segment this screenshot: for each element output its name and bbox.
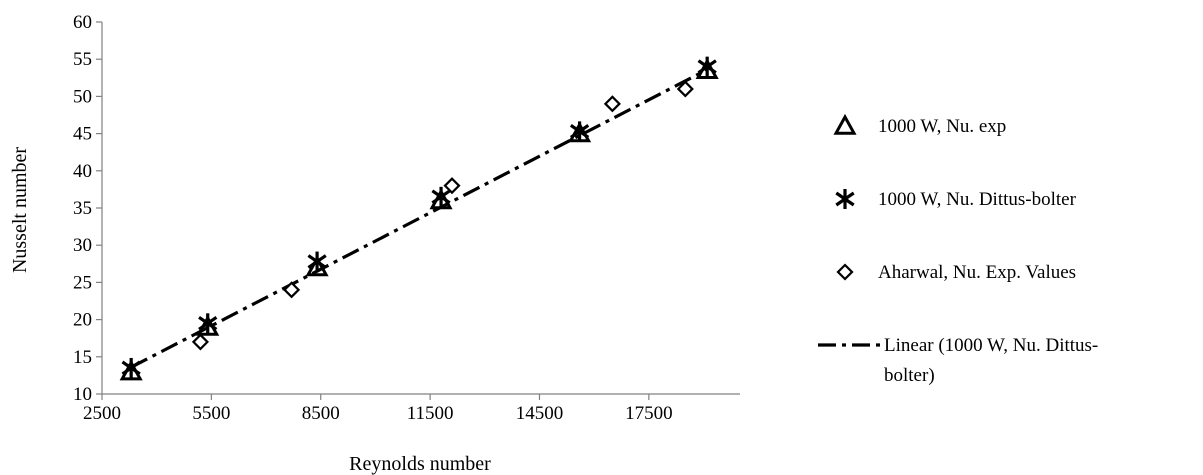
y-ticks: 10 15 20 25 30 35 40 45 50 55 60 <box>73 12 102 405</box>
diamond-point <box>603 95 621 113</box>
x-tick-label: 14500 <box>516 403 564 424</box>
y-tick-label: 60 <box>73 12 92 33</box>
asterisk-point <box>198 313 218 334</box>
axes: 10 15 20 25 30 35 40 45 50 55 60 2500 5500 8500 11500… <box>73 12 740 424</box>
legend-item: Aharwal, Nu. Exp. Values <box>836 262 1076 283</box>
y-axis-title: Nusselt number <box>9 147 31 273</box>
asterisk-point <box>431 186 451 207</box>
x-axis-title: Reynolds number <box>349 453 491 475</box>
y-tick-label: 50 <box>73 86 92 107</box>
series-diamond <box>191 80 694 351</box>
diamond-point <box>283 281 301 299</box>
legend-item: 1000 W, Nu. exp <box>833 113 1006 137</box>
legend-diamond-icon <box>836 263 854 281</box>
diamond-point <box>191 333 209 351</box>
x-tick-label: 17500 <box>625 403 673 424</box>
y-tick-label: 20 <box>73 310 92 331</box>
asterisk-point <box>697 56 717 77</box>
x-tick-label: 2500 <box>83 403 121 424</box>
y-tick-label: 10 <box>73 384 92 405</box>
x-tick-label: 5500 <box>192 403 230 424</box>
legend-label: Aharwal, Nu. Exp. Values <box>878 262 1076 283</box>
legend-label: bolter) <box>884 365 935 386</box>
series-asterisk <box>121 56 717 378</box>
triangle-point <box>305 255 329 277</box>
x-ticks: 2500 5500 8500 11500 14500 17500 <box>83 394 673 424</box>
legend-label: 1000 W, Nu. Dittus-bolter <box>878 189 1077 210</box>
x-tick-label: 11500 <box>407 403 454 424</box>
asterisk-point <box>307 251 327 272</box>
y-tick-label: 40 <box>73 161 92 182</box>
legend-label: Linear (1000 W, Nu. Dittus- <box>884 335 1098 356</box>
asterisk-point <box>121 357 141 378</box>
y-tick-label: 55 <box>73 49 92 70</box>
legend-label: 1000 W, Nu. exp <box>878 116 1006 137</box>
trendline-dash-dot <box>130 68 708 369</box>
legend-triangle-icon <box>833 113 857 135</box>
asterisk-point <box>569 121 590 142</box>
y-tick-label: 30 <box>73 235 92 256</box>
diamond-point <box>676 80 694 98</box>
legend-item: 1000 W, Nu. Dittus-bolter <box>835 189 1077 210</box>
plot-area <box>119 56 719 381</box>
legend-asterisk-icon <box>835 189 855 209</box>
y-tick-label: 15 <box>73 347 92 368</box>
y-tick-label: 25 <box>73 272 92 293</box>
diamond-point <box>443 177 461 195</box>
legend-item: Linear (1000 W, Nu. Dittus-bolter) <box>818 335 1098 386</box>
legend: 1000 W, Nu. exp 1000 W, Nu. Dittus-bolter… <box>818 113 1098 386</box>
y-tick-label: 45 <box>73 124 92 145</box>
y-tick-label: 35 <box>73 198 92 219</box>
x-tick-label: 8500 <box>302 403 340 424</box>
